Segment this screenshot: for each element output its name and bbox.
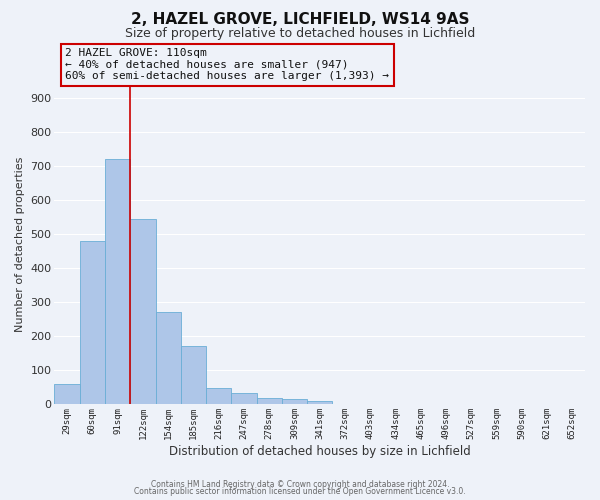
Text: Contains public sector information licensed under the Open Government Licence v3: Contains public sector information licen… bbox=[134, 488, 466, 496]
Bar bbox=[155, 312, 181, 404]
Text: Contains HM Land Registry data © Crown copyright and database right 2024.: Contains HM Land Registry data © Crown c… bbox=[151, 480, 449, 489]
Bar bbox=[55, 384, 80, 404]
Y-axis label: Number of detached properties: Number of detached properties bbox=[15, 156, 25, 332]
Bar bbox=[130, 219, 155, 404]
X-axis label: Distribution of detached houses by size in Lichfield: Distribution of detached houses by size … bbox=[169, 444, 470, 458]
Bar bbox=[257, 398, 282, 404]
Bar bbox=[307, 401, 332, 404]
Bar bbox=[80, 241, 105, 404]
Text: 2 HAZEL GROVE: 110sqm
← 40% of detached houses are smaller (947)
60% of semi-det: 2 HAZEL GROVE: 110sqm ← 40% of detached … bbox=[65, 48, 389, 82]
Bar bbox=[206, 388, 232, 404]
Bar bbox=[232, 392, 257, 404]
Bar bbox=[105, 160, 130, 404]
Text: 2, HAZEL GROVE, LICHFIELD, WS14 9AS: 2, HAZEL GROVE, LICHFIELD, WS14 9AS bbox=[131, 12, 469, 28]
Text: Size of property relative to detached houses in Lichfield: Size of property relative to detached ho… bbox=[125, 28, 475, 40]
Bar bbox=[282, 400, 307, 404]
Bar bbox=[181, 346, 206, 404]
